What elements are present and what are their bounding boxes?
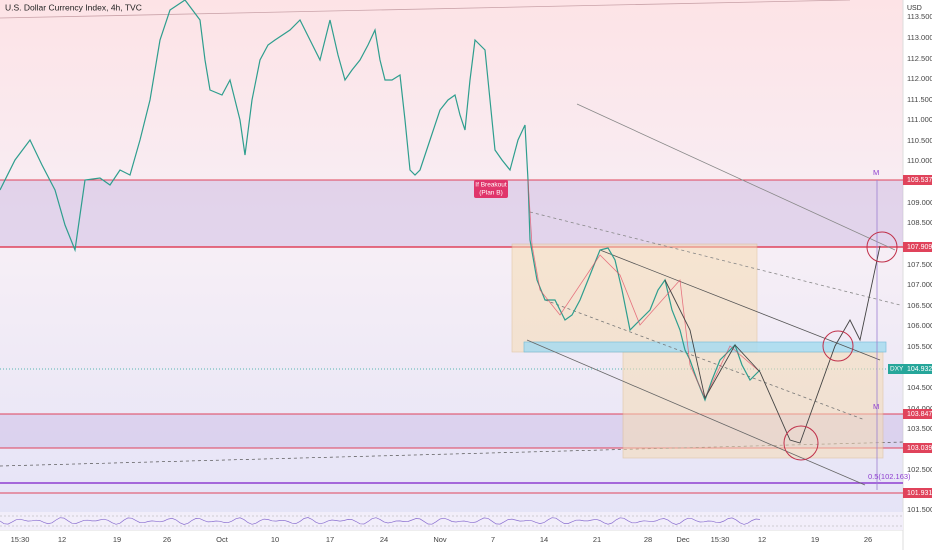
trend-line (0, 0, 851, 19)
breakout-label: If Breakout (Plan B) (474, 180, 508, 198)
time-label: Nov (433, 535, 447, 544)
measure-marker: M (873, 402, 879, 411)
price-label: 111.500 (907, 95, 932, 104)
price-label: 113.000 (907, 33, 932, 42)
projection-path (759, 245, 881, 444)
time-label: 12 (58, 535, 66, 544)
price-label: 110.500 (907, 136, 932, 145)
rsi-line (0, 517, 761, 525)
time-label: 19 (811, 535, 819, 544)
time-label: Oct (216, 535, 229, 544)
time-label: 21 (593, 535, 601, 544)
price-label: 106.500 (907, 301, 932, 310)
time-label: 15:30 (711, 535, 730, 544)
time-label: 26 (163, 535, 171, 544)
level-tag (903, 488, 932, 498)
level-value: 109.537 (907, 177, 932, 184)
channel-line (526, 339, 866, 486)
level-value: 103.039 (907, 445, 932, 452)
price-label: 101.500 (907, 505, 932, 514)
range-box (511, 243, 758, 353)
level-tag (903, 443, 932, 453)
time-label: 14 (540, 535, 548, 544)
target-circle (783, 425, 819, 461)
time-label: 28 (644, 535, 652, 544)
price-label: 108.500 (907, 218, 932, 227)
level-value: 101.931 (907, 490, 932, 497)
price-label: 111.000 (907, 115, 932, 124)
ticker: DXY (890, 366, 904, 373)
channel-line (599, 249, 881, 361)
time-label: 24 (380, 535, 388, 544)
time-label: 17 (326, 535, 334, 544)
projection-path (664, 279, 761, 400)
range-box (622, 351, 884, 459)
target-circle (822, 330, 854, 362)
level-value: 104.932 (907, 366, 932, 373)
price-label: 106.000 (907, 321, 932, 330)
breakout-zone (523, 341, 887, 353)
time-label: 26 (864, 535, 872, 544)
price-label: 104.500 (907, 383, 932, 392)
time-label: 19 (113, 535, 121, 544)
price-label: 107.000 (907, 280, 932, 289)
level-value: 107.909 (907, 244, 932, 251)
resistance-zone (0, 180, 903, 247)
time-axis-background (0, 530, 903, 550)
level-tag (903, 242, 932, 252)
breakout-bg (474, 180, 508, 198)
price-label: 103.500 (907, 424, 932, 433)
level-tag (903, 409, 932, 419)
price-series-down (527, 179, 761, 399)
price-label: 109.000 (907, 198, 932, 207)
level-tag (903, 175, 932, 185)
time-label: 7 (491, 535, 495, 544)
breakout-text: (Plan B) (479, 190, 502, 197)
time-label: 10 (271, 535, 279, 544)
axis-background (903, 0, 932, 550)
chart-title: U.S. Dollar Currency Index, 4h, TVC (5, 2, 142, 12)
price-label: 104.000 (907, 404, 932, 413)
breakout-text: If Breakout (475, 182, 507, 189)
axis-labels: 113.500 113.000 112.500 112.000 111.500 111.0… (11, 12, 932, 544)
fib-label: 0.5(102.163) (868, 472, 911, 481)
price-label: 105.500 (907, 342, 932, 351)
channel-line (544, 299, 866, 421)
price-label: 110.000 (907, 156, 932, 165)
time-label: 15:30 (11, 535, 30, 544)
ticker-tag (888, 364, 903, 374)
price-label: 107.500 (907, 260, 932, 269)
price-label: 113.500 (907, 12, 932, 21)
channel-line (576, 103, 896, 251)
level-value: 103.847 (907, 411, 932, 418)
price-series (0, 0, 761, 402)
time-label: Dec (676, 535, 690, 544)
time-label: 12 (758, 535, 766, 544)
level-tag (903, 364, 932, 374)
price-label: 112.000 (907, 74, 932, 83)
price-label: 102.500 (907, 465, 932, 474)
currency: USD (907, 5, 922, 12)
measure-marker: M (873, 168, 879, 177)
target-circle (866, 231, 898, 263)
price-label: 112.500 (907, 54, 932, 63)
